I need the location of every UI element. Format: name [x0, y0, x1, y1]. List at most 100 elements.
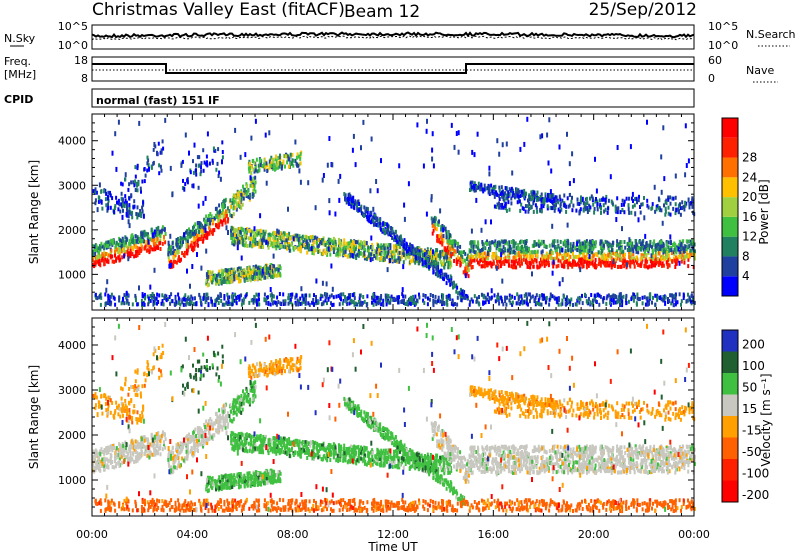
power-cell	[478, 184, 481, 189]
power-cell	[445, 259, 448, 264]
power-cell	[115, 240, 118, 245]
power-cell	[196, 233, 198, 238]
power-cell	[207, 214, 210, 218]
power-cell	[463, 269, 466, 274]
power-cell	[226, 219, 229, 224]
power-cell	[197, 232, 200, 237]
power-cell	[354, 199, 357, 204]
power-cell	[319, 239, 321, 244]
power-cell	[278, 164, 281, 169]
power-cell	[97, 250, 100, 255]
power-cell	[402, 251, 405, 256]
power-cell	[667, 253, 670, 258]
power-cell	[249, 183, 252, 188]
power-cell	[601, 254, 604, 259]
power-cell	[564, 251, 567, 256]
power-cell	[334, 242, 337, 247]
power-cell	[245, 182, 248, 187]
power-cell	[428, 250, 431, 255]
power-cell	[140, 189, 142, 194]
power-cell	[646, 203, 649, 208]
power-cell	[511, 250, 514, 255]
power-cell	[469, 258, 472, 263]
power-cell	[513, 265, 516, 270]
power-cell	[209, 270, 211, 275]
power-cell	[586, 260, 589, 265]
power-cell	[457, 255, 459, 260]
power-cell	[251, 184, 254, 189]
power-cell	[658, 247, 661, 252]
power-cell	[584, 255, 587, 260]
power-cell	[543, 243, 546, 248]
power-cell	[317, 243, 320, 248]
power-cell	[198, 224, 201, 229]
power-cell	[251, 270, 254, 275]
power-cell	[136, 253, 139, 258]
power-cell	[476, 296, 478, 301]
power-cell	[520, 189, 523, 194]
power-cell	[110, 238, 113, 243]
power-cell	[272, 301, 274, 306]
power-cell	[689, 241, 692, 246]
power-cell	[271, 241, 274, 246]
power-cell	[471, 240, 474, 245]
power-cell	[141, 179, 144, 184]
power-cell	[487, 300, 490, 304]
power-cell	[616, 239, 619, 244]
power-cell	[379, 221, 382, 226]
power-cell	[641, 202, 644, 207]
power-cell	[380, 256, 383, 261]
power-cell	[169, 260, 171, 265]
power-cell	[245, 229, 248, 234]
power-cell	[449, 274, 452, 279]
power-cell	[489, 248, 491, 253]
power-cell	[448, 278, 451, 283]
power-cell	[528, 247, 530, 252]
power-cell	[163, 237, 165, 242]
power-cell	[609, 297, 612, 302]
power-cell	[525, 292, 528, 297]
power-cell	[152, 299, 155, 304]
power-cell	[207, 222, 210, 227]
power-cell	[544, 255, 547, 260]
power-cell	[534, 203, 537, 208]
power-cell	[260, 234, 263, 239]
power-cell	[149, 294, 152, 298]
power-cell	[664, 212, 667, 217]
power-cell	[637, 247, 640, 252]
power-cell	[546, 206, 549, 211]
power-cell	[260, 273, 263, 278]
power-cell	[431, 257, 434, 262]
power-cell	[530, 205, 533, 210]
power-cell	[263, 231, 266, 236]
power-cell	[300, 301, 303, 306]
power-cell	[581, 196, 584, 201]
power-cell	[628, 255, 631, 260]
power-cell	[188, 297, 191, 302]
power-cell	[653, 258, 656, 263]
power-cell	[202, 148, 205, 153]
power-cell	[233, 277, 236, 282]
power-cell	[541, 254, 544, 258]
power-cell	[316, 299, 319, 304]
power-cell	[372, 302, 375, 307]
power-cell	[550, 256, 553, 261]
power-cell	[635, 302, 638, 307]
power-cell	[199, 237, 202, 242]
power-cell	[230, 232, 233, 237]
power-cell	[452, 241, 455, 246]
power-cell	[233, 199, 236, 204]
power-cell	[541, 249, 544, 254]
power-cell	[249, 192, 251, 197]
power-cell	[157, 246, 160, 250]
power-cell	[498, 247, 500, 252]
power-cell	[527, 209, 530, 214]
power-cell	[639, 257, 642, 262]
power-cell	[391, 250, 394, 255]
power-cell	[515, 246, 518, 251]
power-cell	[131, 210, 134, 215]
power-cell	[625, 293, 628, 298]
power-cell	[221, 155, 224, 160]
power-cell	[518, 199, 521, 204]
power-cell	[431, 231, 434, 236]
